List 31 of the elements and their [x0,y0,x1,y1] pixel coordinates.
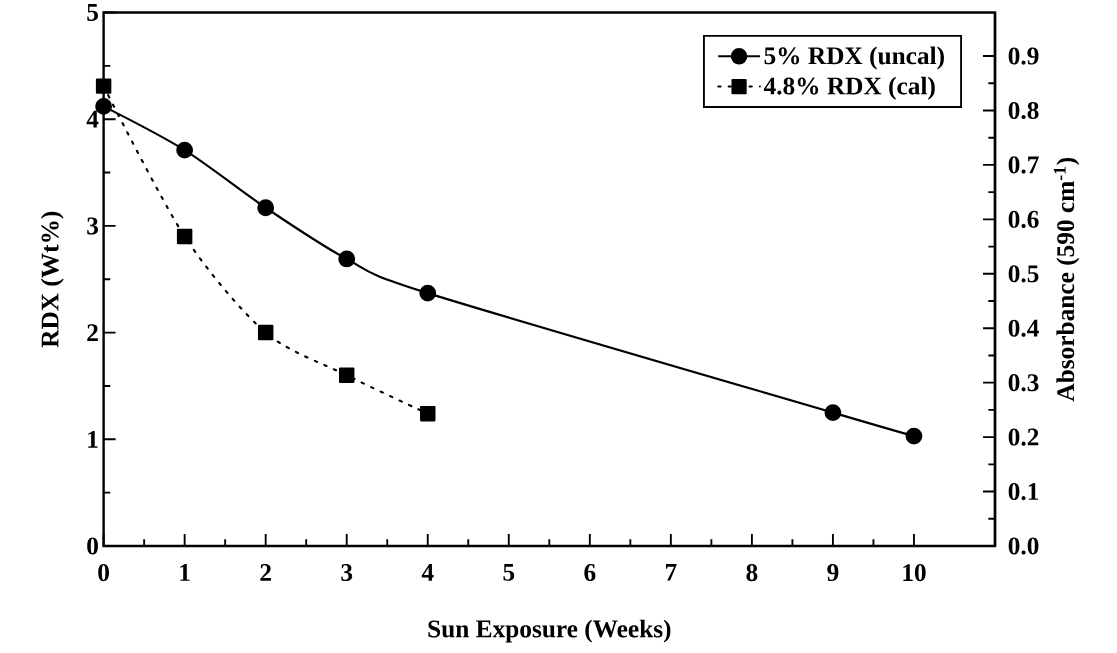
y2-tick-label: 0.8 [1008,101,1039,120]
x-tick-label: 4 [421,564,434,581]
y-tick-label: 5 [87,4,98,21]
y-tick-label: 1 [88,430,98,448]
y-tick-label: 4 [86,110,99,128]
y-axis-title: RDX (Wt%) [40,211,64,348]
y-tick-label: 3 [87,217,99,235]
y2-tick-label: 0.3 [1008,374,1039,392]
x-tick-label: 1 [180,564,190,581]
x-tick-label: 9 [827,564,839,582]
x-axis-title: Sun Exposure (Weeks) [428,619,671,643]
x-tick-label: 8 [746,564,758,582]
y2-tick-label: 0.6 [1008,210,1039,228]
y2-tick-label: 0.9 [1008,47,1039,65]
y2-tick-label: 0.1 [1008,482,1039,501]
x-tick-label: 5 [503,564,515,581]
x-tick-label: 3 [341,564,353,582]
x-tick-label: 6 [584,564,596,582]
x-tick-label: 2 [260,564,271,581]
legend-label: 4.8% RDX (cal) [763,76,935,100]
y2-tick-label: 0.2 [1008,428,1039,446]
x-tick-label: 10 [903,564,926,582]
y2-tick-label: 0.0 [1008,537,1039,555]
x-tick-label: 7 [665,564,677,581]
legend-label: 5% RDX (uncal) [764,46,944,70]
y-tick-label: 0 [87,537,98,555]
y-tick-label: 2 [87,324,98,341]
y2-tick-label: 0.5 [1008,265,1039,283]
y2-tick-label: 0.4 [1008,319,1039,337]
y2-tick-label: 0.7 [1008,156,1039,174]
y2-axis-title: Absorbance (590 cm$^{-1}$) [1053,157,1080,402]
